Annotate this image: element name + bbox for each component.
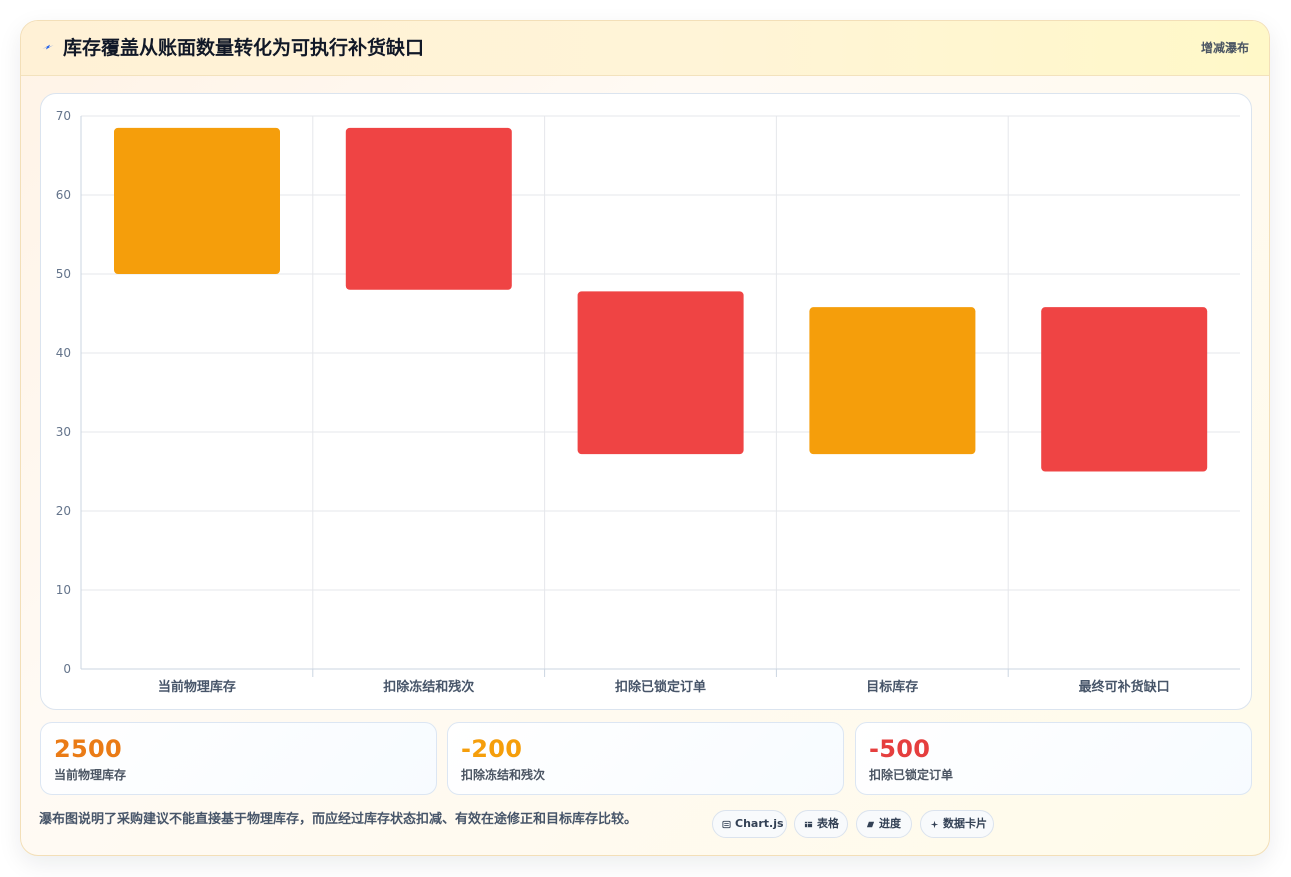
table-chip[interactable]: 表格: [794, 810, 848, 838]
waterfall-chart: 0 10 20 30 40 50 60 70 当前物理库存 扣除冻结和残次 扣除已锁定订单 目标库存 最…: [56, 109, 1240, 695]
data-cards-chip[interactable]: 数据卡片: [920, 810, 994, 838]
x-tick-label: 目标库存: [866, 679, 918, 695]
progress-chip[interactable]: 进度: [856, 810, 912, 838]
stat-label-current-stock: 当前物理库存: [54, 768, 127, 782]
chartjs-chip-label: Chart.js: [735, 817, 784, 830]
y-tick-label: 50: [56, 267, 71, 281]
y-tick-label: 10: [56, 583, 71, 597]
y-tick-label: 20: [56, 504, 71, 518]
waterfall-bar: [1041, 307, 1208, 472]
progress-chip-label: 进度: [879, 817, 901, 830]
stat-card-locked-orders: -500 扣除已锁定订单: [855, 722, 1252, 795]
stat-card-current-stock: 2500 当前物理库存: [40, 722, 437, 795]
waterfall-card: 库存覆盖从账面数量转化为可执行补货缺口 增减瀑布 0 10 20 30 40 50 60 70…: [20, 20, 1270, 856]
chart-icon: [722, 820, 731, 829]
chartjs-chip[interactable]: Chart.js: [712, 810, 787, 838]
table-icon: [804, 820, 813, 829]
lightning-icon: [40, 39, 56, 55]
footer-note: 瀑布图说明了采购建议不能直接基于物理库存，而应经过库存状态扣减、有效在途修正和目…: [39, 812, 638, 827]
table-chip-label: 表格: [817, 817, 839, 830]
stat-value-frozen-damaged: -200: [461, 735, 523, 763]
waterfall-bar: [577, 291, 744, 455]
chart-title: 库存覆盖从账面数量转化为可执行补货缺口: [63, 37, 425, 59]
stats-row: 2500 当前物理库存 -200 扣除冻结和残次 -500 扣除已锁定订单: [40, 722, 1252, 795]
y-tick-label: 60: [56, 188, 71, 202]
stat-card-frozen-damaged: -200 扣除冻结和残次: [447, 722, 844, 795]
y-tick-label: 40: [56, 346, 71, 360]
x-tick-label: 扣除已锁定订单: [615, 679, 706, 695]
y-tick-label: 70: [56, 109, 71, 123]
stat-value-current-stock: 2500: [54, 735, 122, 763]
stat-value-locked-orders: -500: [869, 735, 931, 763]
waterfall-bar: [345, 127, 512, 290]
y-tick-label: 30: [56, 425, 71, 439]
stat-label-frozen-damaged: 扣除冻结和残次: [461, 768, 546, 782]
waterfall-bar: [114, 127, 280, 274]
card-header: 库存覆盖从账面数量转化为可执行补货缺口 增减瀑布: [21, 21, 1269, 76]
progress-icon: [866, 820, 875, 829]
chart-type-badge: 增减瀑布: [1200, 41, 1249, 55]
x-tick-label: 当前物理库存: [158, 679, 236, 695]
waterfall-bar: [809, 307, 976, 455]
sparkle-icon: [930, 820, 939, 829]
y-tick-label: 0: [63, 662, 71, 676]
chart-panel: 0 10 20 30 40 50 60 70 当前物理库存 扣除冻结和残次 扣除已锁定订单 目标库存 最…: [40, 93, 1252, 710]
data-cards-chip-label: 数据卡片: [943, 817, 987, 830]
x-tick-label: 最终可补货缺口: [1079, 679, 1170, 695]
stat-label-locked-orders: 扣除已锁定订单: [869, 768, 954, 782]
x-tick-label: 扣除冻结和残次: [383, 679, 474, 695]
